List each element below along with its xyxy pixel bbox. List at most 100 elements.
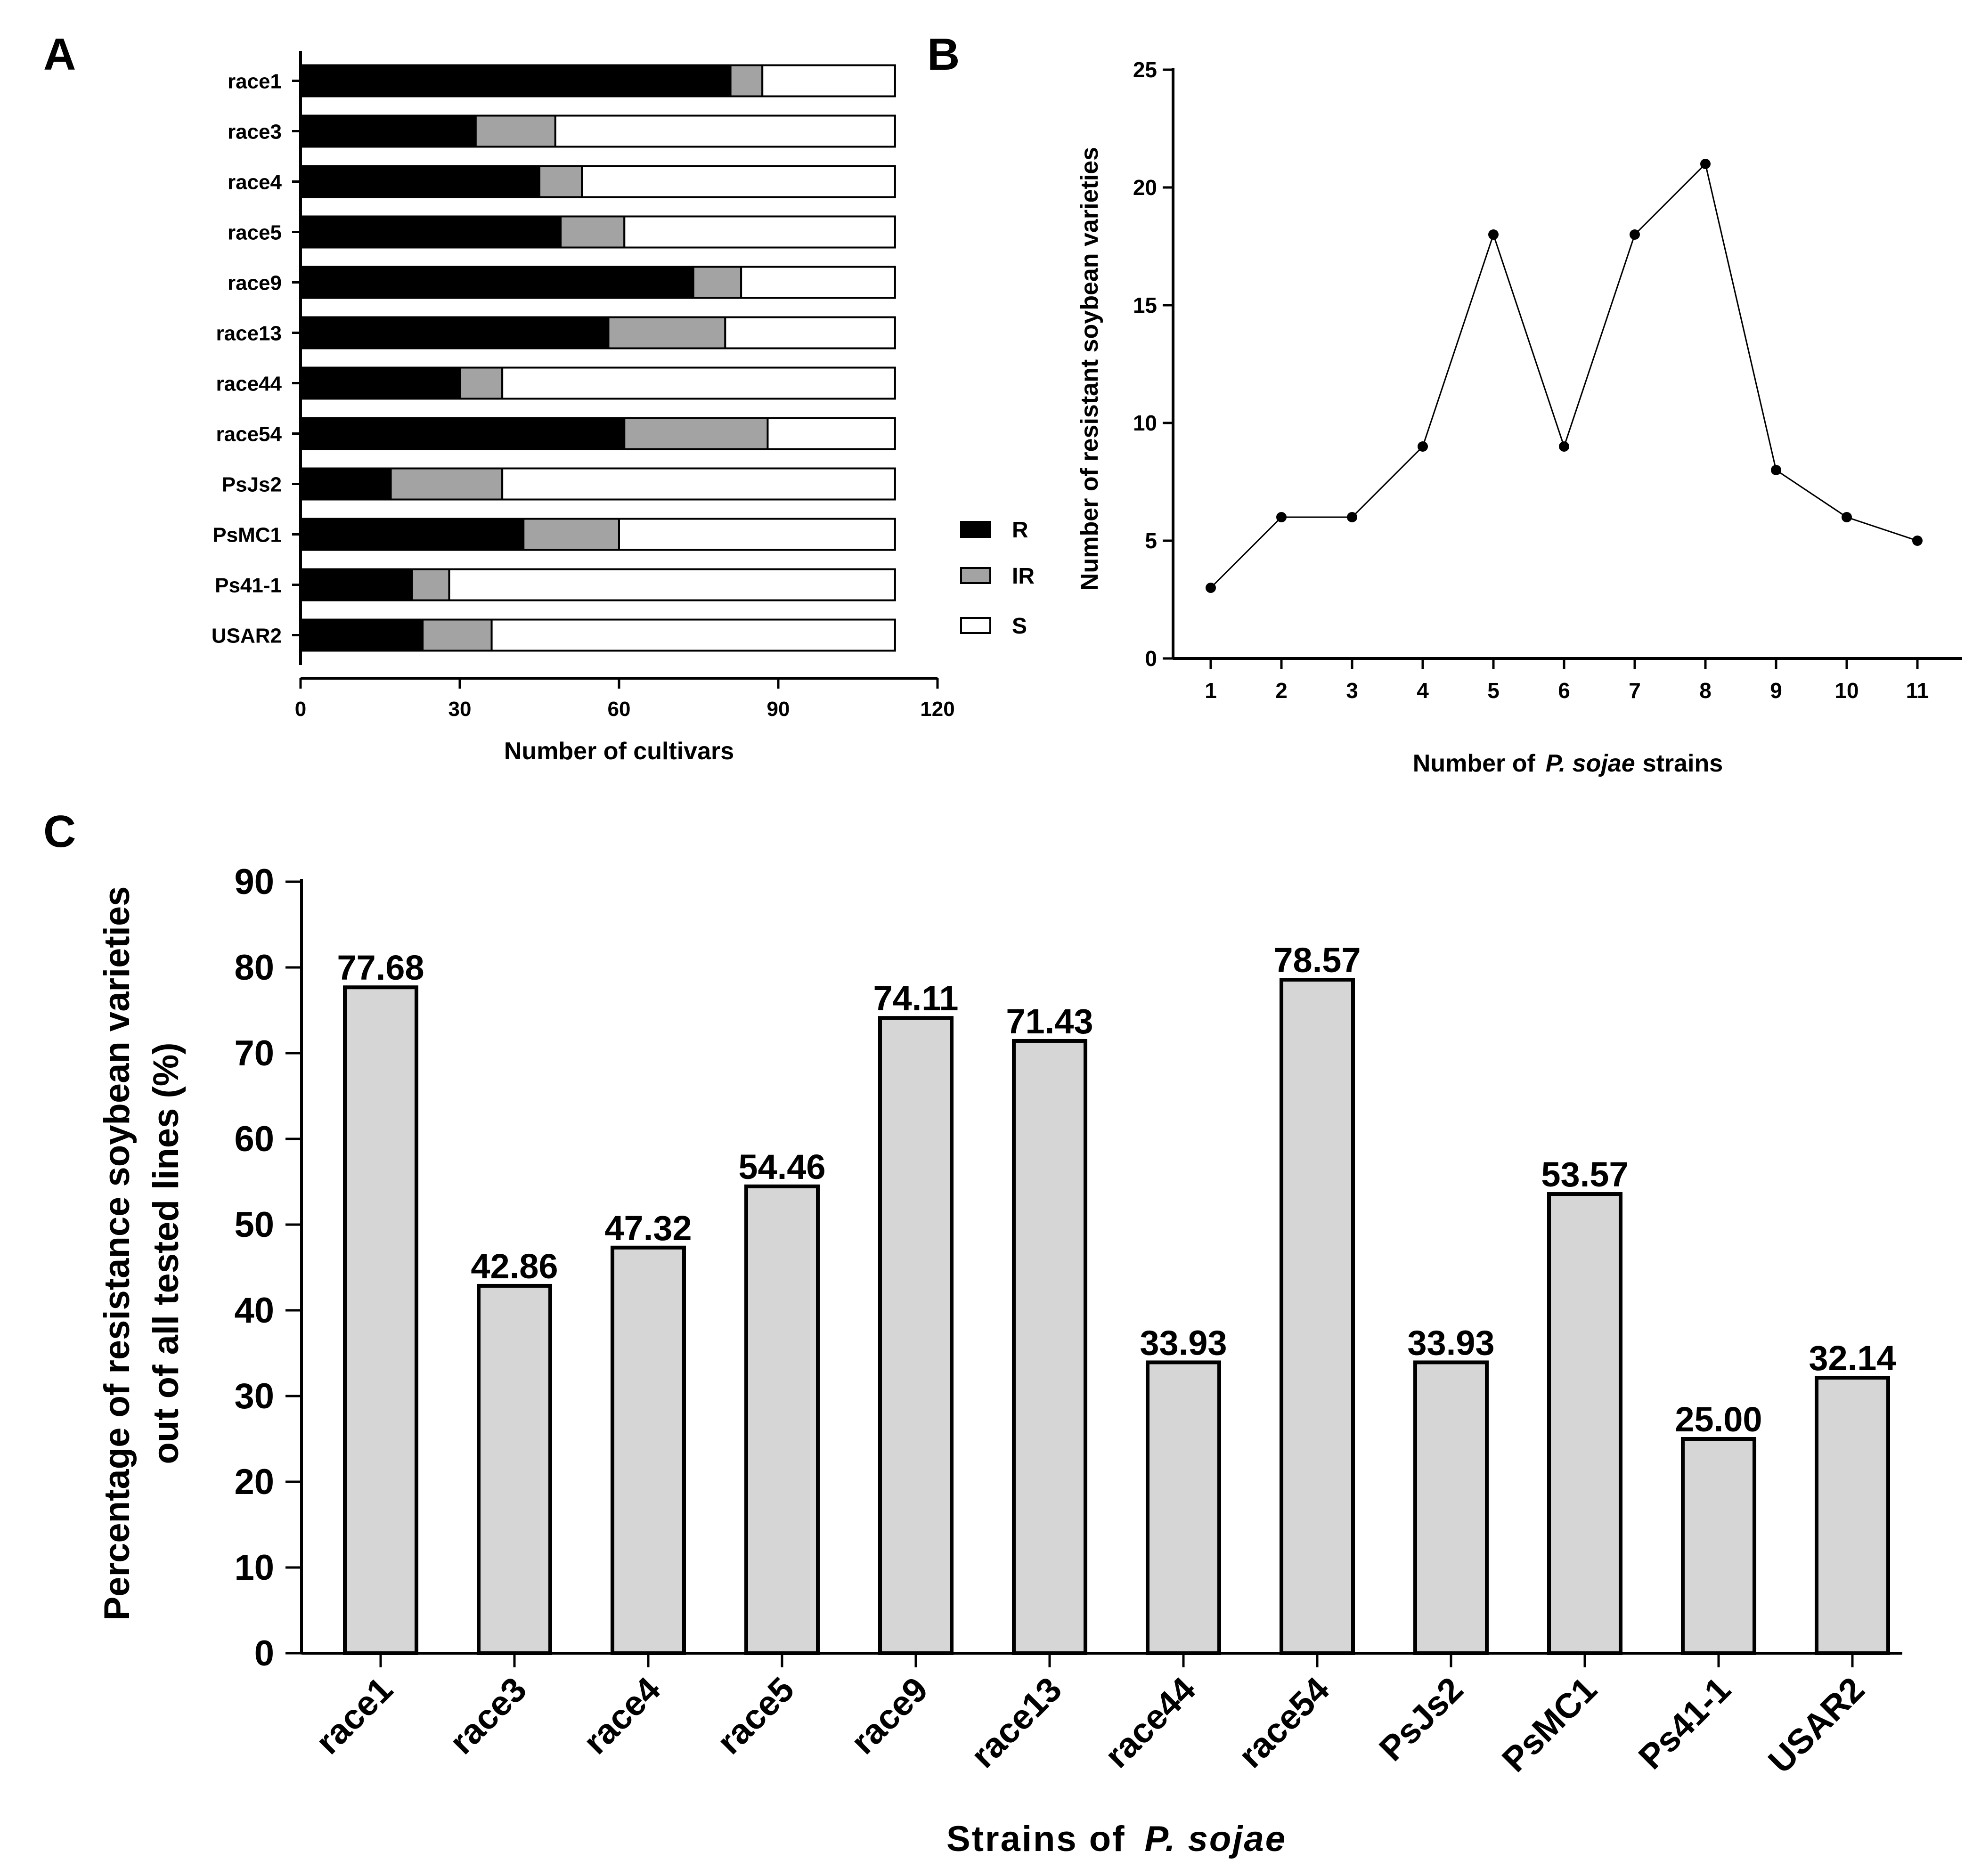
bar-c	[1012, 1039, 1087, 1656]
x-tick-label-a: 120	[920, 698, 954, 721]
bar-a-s	[724, 316, 896, 349]
legend-swatch-ir	[960, 567, 991, 584]
legend-swatch-s	[960, 617, 991, 634]
y-tick-label-c: 90	[234, 862, 274, 902]
bar-c	[1146, 1360, 1221, 1656]
bar-a-r	[300, 417, 626, 450]
category-label-a: PsMC1	[212, 524, 282, 547]
x-tick-label-b: 3	[1346, 678, 1358, 703]
category-label-a: race13	[216, 322, 282, 345]
x-axis-title-b: Number of P. sojae strains	[1413, 750, 1723, 777]
y-tick-label-c: 70	[234, 1033, 274, 1073]
data-label-c: 33.93	[1407, 1323, 1494, 1362]
data-label-c: 53.57	[1541, 1155, 1628, 1194]
x-tick-label-a: 60	[608, 698, 631, 721]
category-label-a: race3	[228, 121, 282, 144]
data-label-c: 33.93	[1140, 1323, 1227, 1362]
y-tick-label-c: 10	[234, 1548, 274, 1588]
category-label-a: USAR2	[212, 625, 282, 648]
x-tick-label-a: 90	[767, 698, 790, 721]
category-label-a: PsJs2	[222, 473, 282, 496]
x-tick-label-b: 6	[1558, 678, 1570, 703]
data-point-b	[1559, 441, 1569, 452]
bar-a-r	[300, 266, 694, 299]
legend-label-r: R	[1012, 518, 1028, 543]
category-label-a: race4	[228, 171, 282, 194]
data-point-b	[1630, 229, 1640, 240]
x-tick-label-b: 5	[1487, 678, 1500, 703]
bar-a-r	[300, 316, 610, 349]
category-label-c: race9	[843, 1670, 935, 1762]
bar-a-s	[740, 266, 896, 299]
y-tick-label-b: 20	[1133, 175, 1157, 200]
bar-c	[878, 1016, 954, 1655]
bar-a-r	[300, 64, 732, 97]
bar-a-ir	[607, 316, 726, 349]
bar-c	[1547, 1192, 1622, 1655]
data-label-c: 74.11	[873, 979, 958, 1018]
x-tick-label-a: 0	[295, 698, 306, 721]
data-label-c: 54.46	[738, 1147, 825, 1186]
bar-a-ir	[422, 618, 493, 652]
data-label-c: 25.00	[1675, 1400, 1762, 1439]
bar-c	[744, 1184, 820, 1655]
category-label-c: PsJs2	[1371, 1670, 1470, 1769]
y-tick-label-b: 0	[1145, 646, 1157, 671]
y-tick-label-c: 40	[234, 1291, 274, 1331]
y-tick-label-c: 30	[234, 1376, 274, 1416]
panel-letter-a: A	[43, 29, 76, 80]
data-point-b	[1842, 512, 1852, 522]
data-point-b	[1418, 441, 1428, 452]
panel-b-chart: 0 5 10 15 20 25 1 2 3 4 5 6 7 8 9 10 11 Number of resista…	[1076, 57, 1962, 777]
legend-label-ir: IR	[1012, 564, 1035, 589]
category-label-c: race44	[1097, 1670, 1203, 1776]
bar-a-ir	[692, 266, 742, 299]
y-tick-label-c: 60	[234, 1119, 274, 1159]
data-point-b	[1347, 512, 1357, 522]
x-tick-label-b: 4	[1417, 678, 1429, 703]
bar-a-ir	[729, 64, 764, 97]
bar-a-s	[581, 165, 896, 198]
category-label-a: race9	[228, 272, 282, 295]
data-point-b	[1700, 159, 1711, 169]
series-line-b	[1210, 162, 1918, 589]
bar-a-r	[300, 114, 477, 148]
panel-c-chart: 0 10 20 30 40 50 60 70 80 90 77.68 race1 42.86 race3 4…	[97, 862, 1902, 1859]
y-tick-label-c: 50	[234, 1205, 274, 1245]
bar-a-ir	[623, 417, 769, 450]
y-tick-label-b: 5	[1145, 528, 1157, 553]
bar-a-s	[448, 568, 896, 601]
bar-a-s	[761, 64, 896, 97]
y-tick-label-b: 15	[1133, 293, 1157, 317]
bar-a-s	[623, 215, 896, 249]
bar-a-s	[618, 518, 896, 551]
data-label-c: 77.68	[337, 948, 424, 987]
x-tick-label-b: 2	[1275, 678, 1288, 703]
legend-swatch-r	[960, 521, 991, 538]
y-tick-label-c: 0	[254, 1633, 274, 1673]
x-axis-title-c-prefix: Strains of	[946, 1819, 1126, 1859]
data-label-c: 32.14	[1809, 1339, 1896, 1378]
y-tick-label-c: 20	[234, 1462, 274, 1502]
category-label-c: race4	[576, 1670, 668, 1762]
x-tick-label-b: 7	[1629, 678, 1641, 703]
x-tick-label-a: 30	[448, 698, 472, 721]
x-tick-label-b: 8	[1699, 678, 1712, 703]
x-tick-label-b: 10	[1834, 678, 1859, 703]
x-tick-label-b: 11	[1906, 678, 1929, 703]
data-label-c: 71.43	[1006, 1002, 1093, 1041]
bar-a-ir	[459, 366, 504, 400]
category-label-c: Ps41-1	[1631, 1670, 1738, 1777]
y-tick-label-c: 80	[234, 948, 274, 988]
category-label-a: Ps41-1	[215, 574, 282, 597]
x-tick-label-b: 9	[1770, 678, 1782, 703]
data-point-b	[1488, 229, 1499, 240]
y-axis-title-b: Number of resistant soybean varieties	[1076, 147, 1103, 591]
data-label-c: 47.32	[604, 1209, 692, 1248]
bar-a-ir	[411, 568, 450, 601]
bar-c	[343, 985, 418, 1656]
category-label-c: race3	[442, 1670, 534, 1762]
x-axis-title-b-prefix: Number of	[1413, 750, 1536, 777]
bar-a-r	[300, 215, 562, 249]
